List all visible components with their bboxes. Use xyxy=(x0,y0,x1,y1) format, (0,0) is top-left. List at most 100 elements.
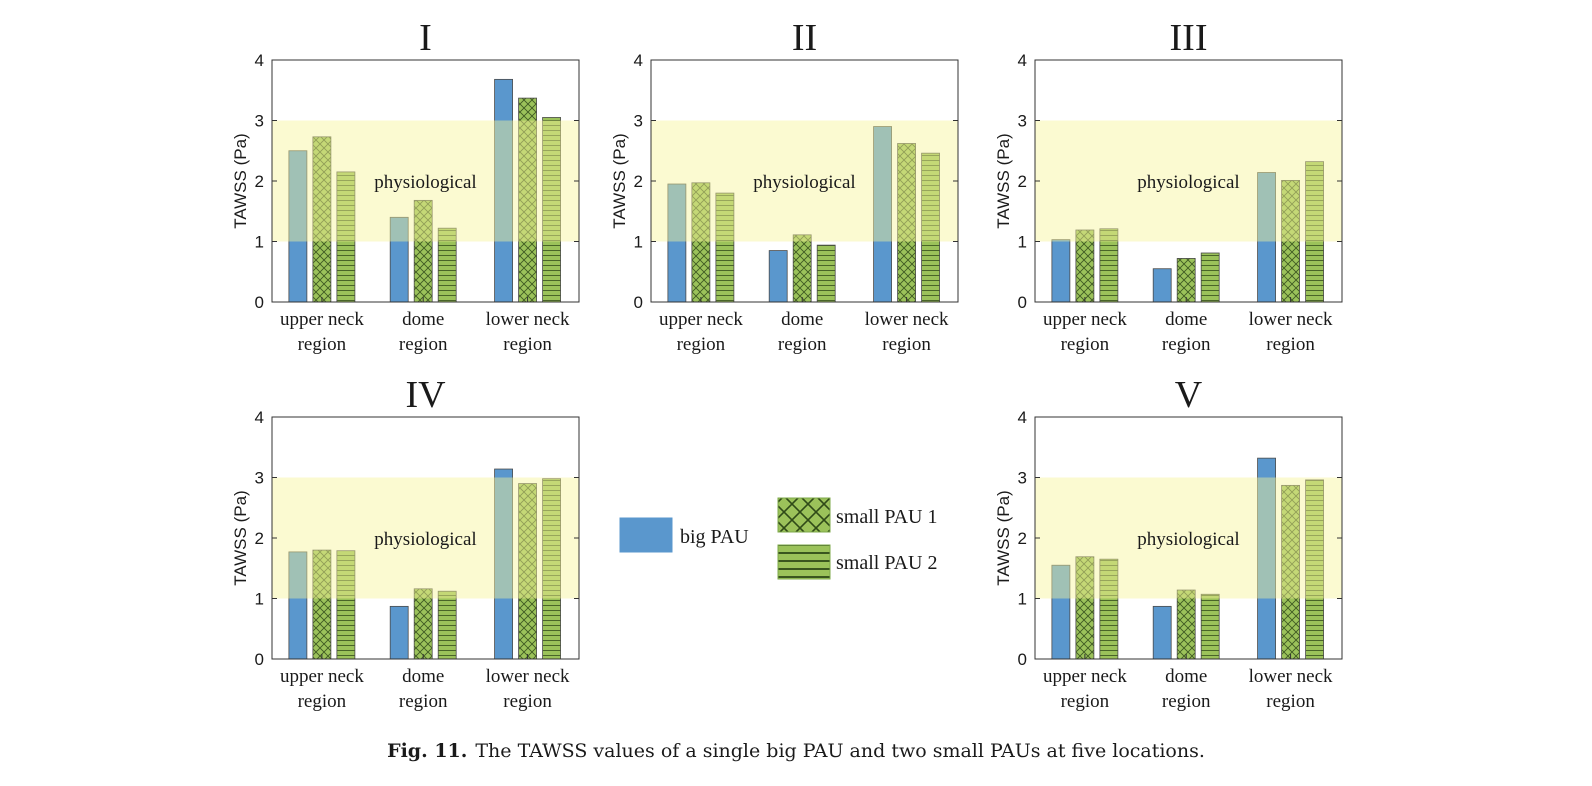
physiological-band xyxy=(272,120,579,242)
bars xyxy=(667,126,940,303)
x-tick-label: dome xyxy=(781,309,823,330)
y-tick-label: 4 xyxy=(255,408,264,427)
bar-1-2 xyxy=(1152,268,1172,303)
panel-title: III xyxy=(1170,17,1208,59)
physiological-band xyxy=(1035,120,1342,242)
bars xyxy=(1051,161,1324,303)
x-tick-label: dome xyxy=(402,666,444,687)
x-tick-label: lower neck xyxy=(486,666,570,687)
y-tick-label: 3 xyxy=(1018,469,1027,488)
bar-1-2 xyxy=(1152,605,1172,660)
panel-2: physiological 0 1 2 3 4 TAWSS (Pa) upper neck re… xyxy=(610,17,959,355)
y-tick-label: 4 xyxy=(1018,408,1027,427)
legend-swatch-3 xyxy=(777,544,831,580)
legend-label-3: small PAU 2 xyxy=(836,552,938,574)
panel-title: I xyxy=(419,17,432,59)
bar-2-2 xyxy=(1176,258,1196,303)
bar-3-2 xyxy=(1200,252,1220,303)
y-tick-label: 2 xyxy=(255,172,264,191)
physiological-band xyxy=(1035,477,1342,599)
y-tick-label: 3 xyxy=(1018,112,1027,131)
x-tick-label: region xyxy=(677,334,726,355)
x-tick-label: lower neck xyxy=(1249,309,1333,330)
panel-title: IV xyxy=(405,374,446,416)
y-tick-label: 2 xyxy=(255,529,264,548)
x-tick-label: upper neck xyxy=(280,309,364,330)
panel-4: physiological 0 1 2 3 4 TAWSS (Pa) upper neck re… xyxy=(231,374,580,712)
x-tick-label: upper neck xyxy=(659,309,743,330)
x-tick-label: dome xyxy=(402,309,444,330)
legend-swatch-2 xyxy=(777,497,831,533)
bar-2-2 xyxy=(1176,589,1196,660)
bars xyxy=(1051,457,1324,660)
y-tick-label: 1 xyxy=(1018,233,1027,252)
bar-3-2 xyxy=(1200,593,1220,660)
y-tick-label: 4 xyxy=(1018,51,1027,70)
x-tick-label: region xyxy=(1162,334,1211,355)
x-tick-label: region xyxy=(1162,691,1211,712)
y-tick-label: 3 xyxy=(255,469,264,488)
x-tick-label: upper neck xyxy=(1043,309,1127,330)
y-tick-label: 3 xyxy=(634,112,643,131)
panel-1: physiological 0 1 2 3 4 TAWSS (Pa) upper neck re… xyxy=(231,17,580,355)
y-axis-label: TAWSS (Pa) xyxy=(994,490,1013,585)
bar-1-1 xyxy=(1051,239,1071,303)
bar-1-2 xyxy=(768,250,788,303)
y-axis-label: TAWSS (Pa) xyxy=(994,133,1013,228)
y-tick-label: 1 xyxy=(1018,590,1027,609)
y-axis-label: TAWSS (Pa) xyxy=(231,133,250,228)
band-label: physiological xyxy=(374,172,476,193)
y-tick-label: 4 xyxy=(634,51,643,70)
bars xyxy=(288,78,561,303)
bar-2-2 xyxy=(792,234,812,303)
y-tick-label: 2 xyxy=(634,172,643,191)
panel-title: II xyxy=(792,17,817,59)
x-tick-label: upper neck xyxy=(1043,666,1127,687)
y-tick-label: 0 xyxy=(634,293,643,312)
x-tick-label: dome xyxy=(1165,666,1207,687)
band-label: physiological xyxy=(1137,529,1239,550)
caption-text: The TAWSS values of a single big PAU and… xyxy=(475,740,1205,762)
physiological-band xyxy=(272,477,579,599)
figure-caption: Fig. 11. The TAWSS values of a single big… xyxy=(0,740,1592,762)
legend-label-1: big PAU xyxy=(680,526,749,548)
x-tick-label: region xyxy=(298,334,347,355)
x-tick-label: region xyxy=(399,334,448,355)
chart-panels: physiological 0 1 2 3 4 TAWSS (Pa) upper neck re… xyxy=(231,17,1343,712)
legend-label-2: small PAU 1 xyxy=(836,506,938,528)
x-tick-label: region xyxy=(1266,691,1315,712)
y-tick-label: 0 xyxy=(255,293,264,312)
x-tick-label: region xyxy=(882,334,931,355)
panel-title: V xyxy=(1175,374,1203,416)
y-tick-label: 4 xyxy=(255,51,264,70)
x-tick-label: region xyxy=(503,334,552,355)
y-axis-label: TAWSS (Pa) xyxy=(610,133,629,228)
y-tick-label: 0 xyxy=(255,650,264,669)
x-tick-label: lower neck xyxy=(865,309,949,330)
x-tick-label: dome xyxy=(1165,309,1207,330)
y-tick-label: 0 xyxy=(1018,293,1027,312)
bar-1-2 xyxy=(389,605,409,660)
y-tick-label: 1 xyxy=(255,233,264,252)
band-label: physiological xyxy=(374,529,476,550)
x-tick-label: lower neck xyxy=(1249,666,1333,687)
y-tick-label: 2 xyxy=(1018,529,1027,548)
y-tick-label: 2 xyxy=(1018,172,1027,191)
y-tick-label: 1 xyxy=(634,233,643,252)
x-tick-label: region xyxy=(778,334,827,355)
y-axis-label: TAWSS (Pa) xyxy=(231,490,250,585)
y-tick-label: 0 xyxy=(1018,650,1027,669)
x-tick-label: region xyxy=(1061,691,1110,712)
physiological-band xyxy=(651,120,958,242)
bars xyxy=(288,468,561,660)
legend: big PAU small PAU 1 small PAU 2 xyxy=(619,497,938,580)
y-tick-label: 3 xyxy=(255,112,264,131)
band-label: physiological xyxy=(753,172,855,193)
caption-label: Fig. 11. xyxy=(387,740,468,762)
y-tick-label: 1 xyxy=(255,590,264,609)
x-tick-label: region xyxy=(1266,334,1315,355)
legend-swatch-1 xyxy=(619,517,673,553)
x-tick-label: region xyxy=(298,691,347,712)
x-tick-label: region xyxy=(399,691,448,712)
x-tick-label: region xyxy=(503,691,552,712)
